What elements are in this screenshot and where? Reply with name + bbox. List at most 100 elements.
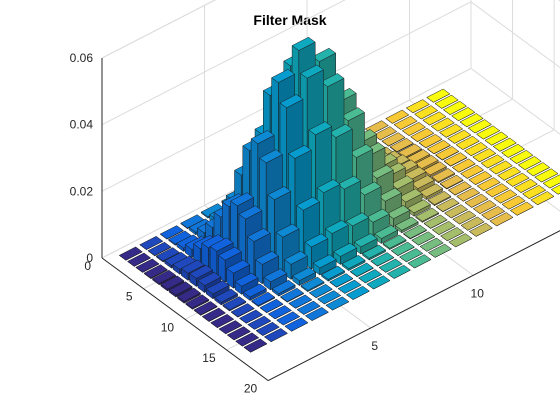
bar-r14-c13	[472, 200, 497, 214]
bar-r15-c5	[317, 290, 342, 305]
bar-r7-c1	[168, 281, 193, 298]
bar-face-top	[304, 307, 329, 321]
bar-face-top	[501, 195, 526, 210]
axis-lines	[101, 58, 560, 382]
bar-r15-c11	[440, 227, 465, 242]
bar-face-top	[485, 183, 510, 198]
bar-r4-c14	[410, 128, 435, 143]
bar-face-top	[427, 243, 452, 258]
bar-face-top	[280, 287, 305, 302]
bar-face-top	[284, 317, 309, 332]
bar-face-top	[321, 265, 346, 280]
bar-face-top	[378, 187, 403, 202]
bar-r16-c13	[489, 212, 514, 227]
bar-r14-c14	[493, 189, 518, 204]
bar-r16-c2	[263, 328, 288, 342]
bar-r14-c6	[329, 273, 354, 288]
bar-face-top	[296, 300, 321, 315]
bar-face-top	[435, 197, 460, 212]
bar-r1-c15	[405, 99, 430, 114]
bar-face-top	[193, 301, 218, 316]
bar-face-top	[349, 144, 374, 158]
z-tick-label: 0.06	[70, 51, 94, 65]
bar-r14-c16	[534, 168, 559, 183]
bar-face-top	[451, 107, 476, 121]
bar-face-top	[317, 290, 342, 305]
bar-face-top	[480, 154, 505, 169]
bar-face-top	[459, 113, 484, 128]
bar-face-top	[247, 315, 272, 330]
bar-r8-c1	[177, 287, 201, 304]
bar-r12-c10	[394, 216, 419, 234]
bar-face-top	[467, 119, 492, 134]
bar-r13-c10	[403, 224, 428, 240]
bar-face-top	[337, 175, 362, 190]
right-wall-grid-z	[470, 68, 560, 135]
bar-face-top	[497, 166, 522, 181]
bar-r12-c16	[517, 156, 542, 170]
bar-r12-c6	[312, 254, 337, 276]
bar-face-top	[418, 134, 443, 148]
bar-r1-c3	[159, 225, 184, 240]
bar-r5-c14	[418, 134, 443, 149]
bar-r12-c15	[497, 166, 522, 181]
bar-face-top	[481, 206, 506, 220]
bar-r16-c1	[243, 338, 268, 353]
bar-r14-c7	[349, 262, 374, 278]
bar-face-top	[444, 204, 469, 219]
bar-face-top	[394, 216, 419, 231]
bar-r6-c15	[447, 129, 472, 144]
bar-face-top	[476, 177, 501, 192]
bar-face-top	[431, 221, 456, 235]
bar-r10-c3	[234, 272, 259, 295]
bar-face-top	[259, 149, 283, 164]
bar-r15-c9	[399, 248, 424, 263]
bar-face-top	[456, 187, 481, 202]
bar-r15-c6	[337, 279, 362, 294]
bar-face-top	[439, 123, 464, 138]
bar-face-top	[423, 214, 448, 229]
bar-r16-c16	[550, 184, 560, 195]
bar-face-top	[143, 264, 168, 279]
bar-face-top	[251, 291, 276, 306]
bar-r16-c3	[284, 317, 309, 332]
bar-r10-c16	[501, 143, 526, 158]
bar-face-top	[472, 148, 497, 163]
bar-r10-c13	[439, 174, 464, 190]
bar-r10-c14	[460, 164, 485, 179]
bar-face-top	[329, 273, 354, 288]
bar-r4-c13	[389, 138, 414, 153]
bar-face-top	[410, 128, 435, 142]
bar-face-top	[189, 264, 214, 279]
bar-face-top	[180, 259, 205, 274]
bar-r15-c4	[296, 300, 321, 315]
bar-face-top	[177, 287, 201, 302]
bar-face-top	[386, 264, 411, 279]
bar-r9-c16	[492, 137, 517, 152]
bar-r9-c14	[451, 158, 476, 173]
bar-r1-c1	[118, 246, 143, 261]
bar-face-top	[513, 178, 538, 193]
bar-r13-c1	[218, 320, 243, 335]
bar-face-top	[435, 146, 460, 161]
bar-face-top	[235, 332, 260, 347]
bar-face-top	[522, 185, 547, 199]
bar-face-top	[267, 186, 292, 200]
bar-r3-c14	[401, 122, 426, 136]
back-wall-grid-z	[101, 0, 217, 59]
bar-face-top	[385, 109, 410, 124]
z-tick-label: 0	[86, 251, 93, 265]
tick-labels: 00.020.040.060510152051015	[70, 51, 485, 396]
bar-face-top	[362, 244, 387, 259]
bar-face-top	[476, 125, 501, 140]
bar-face-top	[484, 131, 509, 146]
bar-face-top	[214, 288, 239, 303]
bar-r3-c1	[135, 258, 160, 273]
bar-face-top	[426, 140, 451, 154]
bar-face-top	[374, 224, 399, 239]
bar-face-top	[118, 246, 143, 261]
bar-face-top	[218, 320, 243, 335]
bar-face-top	[324, 219, 349, 234]
bar-face-top	[159, 225, 184, 240]
